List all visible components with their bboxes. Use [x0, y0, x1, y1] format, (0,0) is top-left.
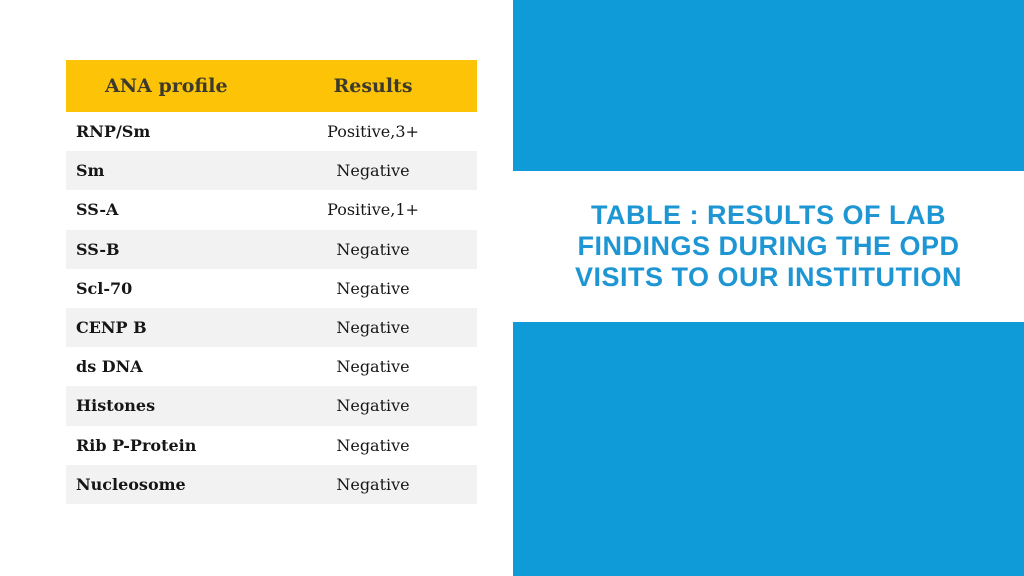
column-header-results: Results — [333, 75, 413, 97]
result-cell: Negative — [336, 396, 410, 416]
ana-profile-cell: Sm — [76, 161, 105, 181]
result-cell: Negative — [336, 474, 410, 494]
ana-profile-cell: Rib P-Protein — [76, 435, 197, 455]
ana-profile-cell: Scl-70 — [76, 278, 133, 298]
table-row: Nucleosome Negative — [66, 464, 477, 504]
ana-profile-cell: CENP B — [76, 318, 147, 338]
table-row: Histones Negative — [66, 386, 477, 426]
top-accent-block — [513, 0, 1024, 171]
table-row: ds DNA Negative — [66, 347, 477, 386]
table-row: Scl-70 Negative — [66, 269, 477, 308]
ana-profile-cell: SS-A — [76, 200, 119, 220]
result-cell: Positive,1+ — [327, 200, 419, 220]
result-cell: Negative — [336, 357, 410, 377]
result-cell: Positive,3+ — [327, 122, 419, 142]
result-cell: Negative — [336, 161, 410, 181]
table-body: RNP/Sm Positive,3+ Sm Negative SS-A Positive,… — [66, 112, 477, 504]
result-cell: Negative — [336, 318, 410, 338]
ana-profile-cell: RNP/Sm — [76, 122, 151, 142]
table-row: CENP B Negative — [66, 307, 477, 348]
result-cell: Negative — [336, 278, 410, 298]
ana-profile-cell: ds DNA — [76, 357, 143, 377]
column-header-ana-profile: ANA profile — [105, 75, 228, 97]
table-row: SS-B Negative — [66, 229, 477, 269]
table-row: RNP/Sm Positive,3+ — [66, 112, 477, 151]
table-row: SS-A Positive,1+ — [66, 190, 477, 229]
bottom-accent-block — [513, 322, 1024, 576]
result-cell: Negative — [336, 435, 410, 455]
slide-title: TABLE : RESULTS OF LAB FINDINGS DURING T… — [574, 199, 963, 293]
table-row: Rib P-Protein Negative — [66, 426, 477, 465]
table-row: Sm Negative — [66, 151, 477, 191]
table-header-row: ANA profile Results — [66, 60, 477, 112]
ana-profile-cell: Nucleosome — [76, 474, 186, 494]
result-cell: Negative — [336, 239, 410, 259]
ana-profile-cell: Histones — [76, 396, 156, 416]
ana-results-table: ANA profile Results RNP/Sm Positive,3+ Sm N… — [66, 60, 477, 504]
ana-profile-cell: SS-B — [76, 239, 120, 259]
